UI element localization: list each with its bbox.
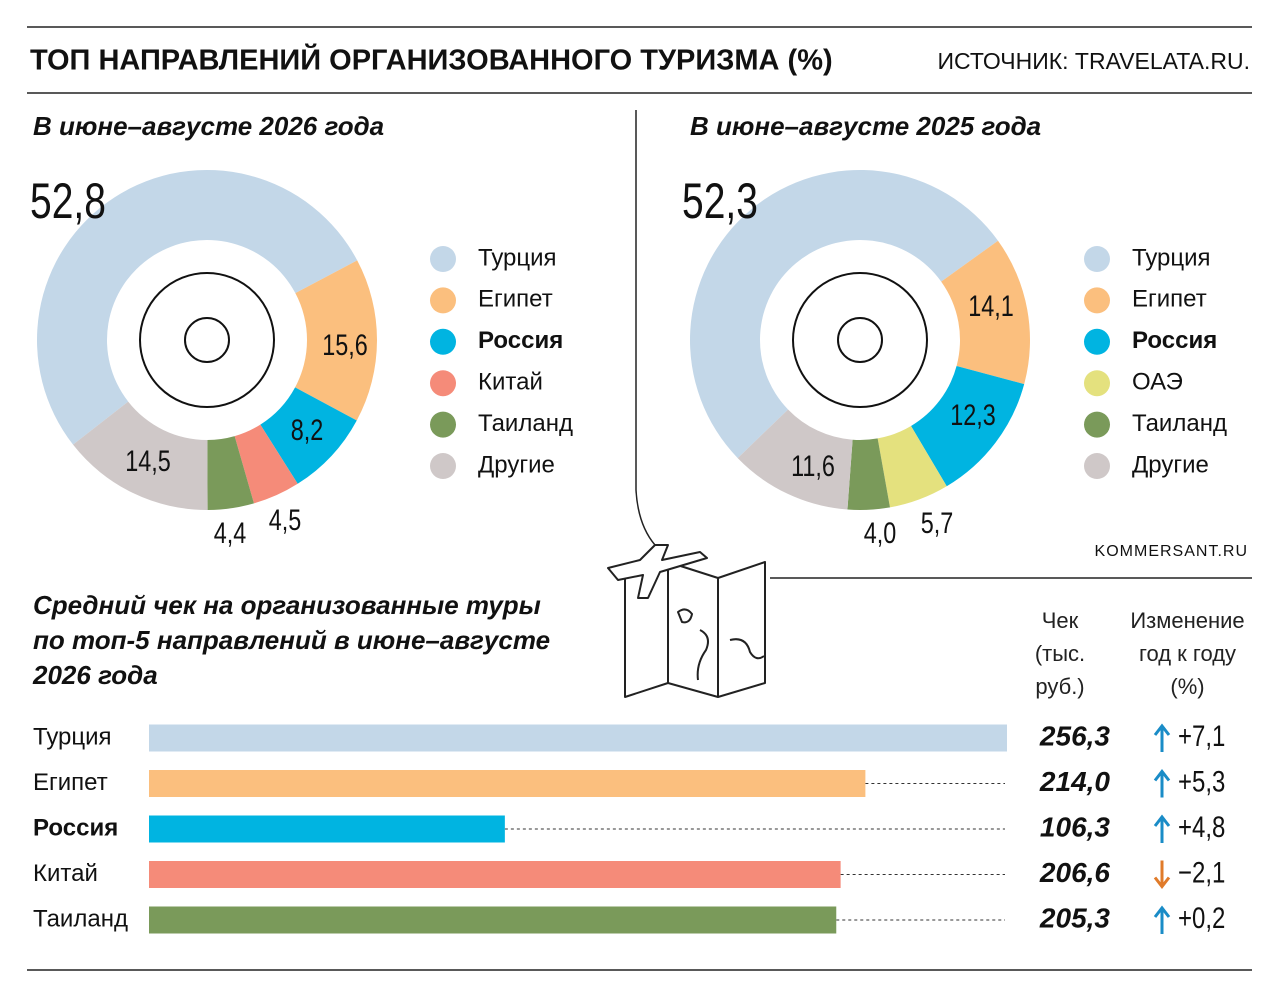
value-label: 205,3 xyxy=(1039,902,1110,933)
legend-label: Другие xyxy=(478,451,555,478)
data-label: 14,1 xyxy=(968,289,1014,322)
title: ТОП НАПРАВЛЕНИЙ ОРГАНИЗОВАННОГО ТУРИЗМА … xyxy=(30,43,833,77)
donut-segment xyxy=(234,424,298,504)
data-label: 11,6 xyxy=(791,449,835,482)
category-label: Турция xyxy=(33,723,112,750)
change-label: +7,1 xyxy=(1178,718,1225,752)
legend-label: Китай xyxy=(478,369,543,396)
legend-swatch xyxy=(430,287,456,314)
legend-label: Таиланд xyxy=(478,410,573,437)
legend-swatch xyxy=(430,246,456,272)
data-label: 15,6 xyxy=(322,328,368,361)
donut-segment xyxy=(690,170,999,459)
donut-segment xyxy=(295,260,377,421)
legend-label: Египет xyxy=(1132,286,1207,313)
data-label: 4,4 xyxy=(214,516,247,549)
change-arrow xyxy=(1153,905,1171,934)
legend-swatch xyxy=(430,370,456,397)
donut-segment xyxy=(877,426,947,508)
donut-segment xyxy=(207,436,254,510)
data-label: 52,3 xyxy=(682,172,758,229)
column-header: Чек (тыс. руб.) xyxy=(1034,608,1086,699)
data-label: 4,0 xyxy=(864,516,897,549)
legend-swatch xyxy=(430,411,456,438)
donut-segment xyxy=(847,438,890,510)
legend-swatch xyxy=(1084,287,1110,314)
data-label: 4,5 xyxy=(269,503,302,536)
value-label: 214,0 xyxy=(1039,766,1110,797)
legend-label: Таиланд xyxy=(1132,410,1227,437)
column-header: Изменение год к году (%) xyxy=(1130,608,1245,699)
data-label: 12,3 xyxy=(950,398,996,431)
legend-swatch xyxy=(430,453,456,479)
legend-label: Египет xyxy=(478,286,553,313)
change-arrow xyxy=(1153,860,1171,889)
change-arrow xyxy=(1153,769,1171,798)
legend-swatch xyxy=(1084,411,1110,438)
donut-segment xyxy=(73,401,208,510)
legend-label: Турция xyxy=(1132,244,1211,271)
legend-label: ОАЭ xyxy=(1132,369,1183,396)
donut-segment xyxy=(36,169,358,445)
legend-swatch xyxy=(1084,453,1110,479)
bar xyxy=(149,770,866,797)
source: ИСТОЧНИК: TRAVELATA.RU. xyxy=(937,48,1250,74)
bar xyxy=(149,724,1007,752)
bar xyxy=(149,815,505,843)
decor-ring xyxy=(837,317,883,363)
bar-title: Средний чек на организованные туры по то… xyxy=(33,590,551,690)
legend-label: Россия xyxy=(478,327,563,354)
change-label: +4,8 xyxy=(1178,809,1225,843)
divider xyxy=(635,110,656,546)
bar xyxy=(149,861,841,888)
category-label: Египет xyxy=(33,769,108,796)
donut-segment xyxy=(941,240,1030,385)
decor-ring xyxy=(184,317,230,363)
chart-subtitle: В июне–августе 2026 года xyxy=(33,111,384,141)
change-label: −2,1 xyxy=(1178,855,1225,889)
legend-swatch xyxy=(1084,328,1110,355)
data-label: 8,2 xyxy=(291,413,324,446)
legend-label: Россия xyxy=(1132,327,1217,354)
credit: KOMMERSANT.RU xyxy=(1095,543,1248,560)
change-label: +5,3 xyxy=(1178,764,1225,798)
donut-segment xyxy=(737,409,853,510)
legend-swatch xyxy=(430,328,456,355)
value-label: 206,6 xyxy=(1039,857,1110,888)
value-label: 106,3 xyxy=(1040,811,1110,842)
change-arrow xyxy=(1153,814,1171,843)
donut-segment xyxy=(260,387,357,484)
category-label: Россия xyxy=(33,814,118,841)
map-icon xyxy=(607,544,766,698)
legend-swatch xyxy=(1084,246,1110,272)
data-label: 14,5 xyxy=(125,444,171,477)
category-label: Китай xyxy=(33,860,98,887)
data-label: 5,7 xyxy=(921,506,954,539)
bar xyxy=(149,906,837,934)
chart-subtitle: В июне–августе 2025 года xyxy=(690,111,1041,141)
decor-ring xyxy=(792,272,928,408)
legend-label: Другие xyxy=(1132,451,1209,478)
value-label: 256,3 xyxy=(1039,720,1110,751)
decor-ring xyxy=(139,272,275,408)
change-label: +0,2 xyxy=(1178,900,1225,934)
legend-swatch xyxy=(1084,370,1110,397)
change-arrow xyxy=(1153,723,1171,752)
data-label: 52,8 xyxy=(30,172,106,229)
legend-label: Турция xyxy=(478,244,557,271)
category-label: Таиланд xyxy=(33,905,128,932)
donut-segment xyxy=(911,365,1025,487)
